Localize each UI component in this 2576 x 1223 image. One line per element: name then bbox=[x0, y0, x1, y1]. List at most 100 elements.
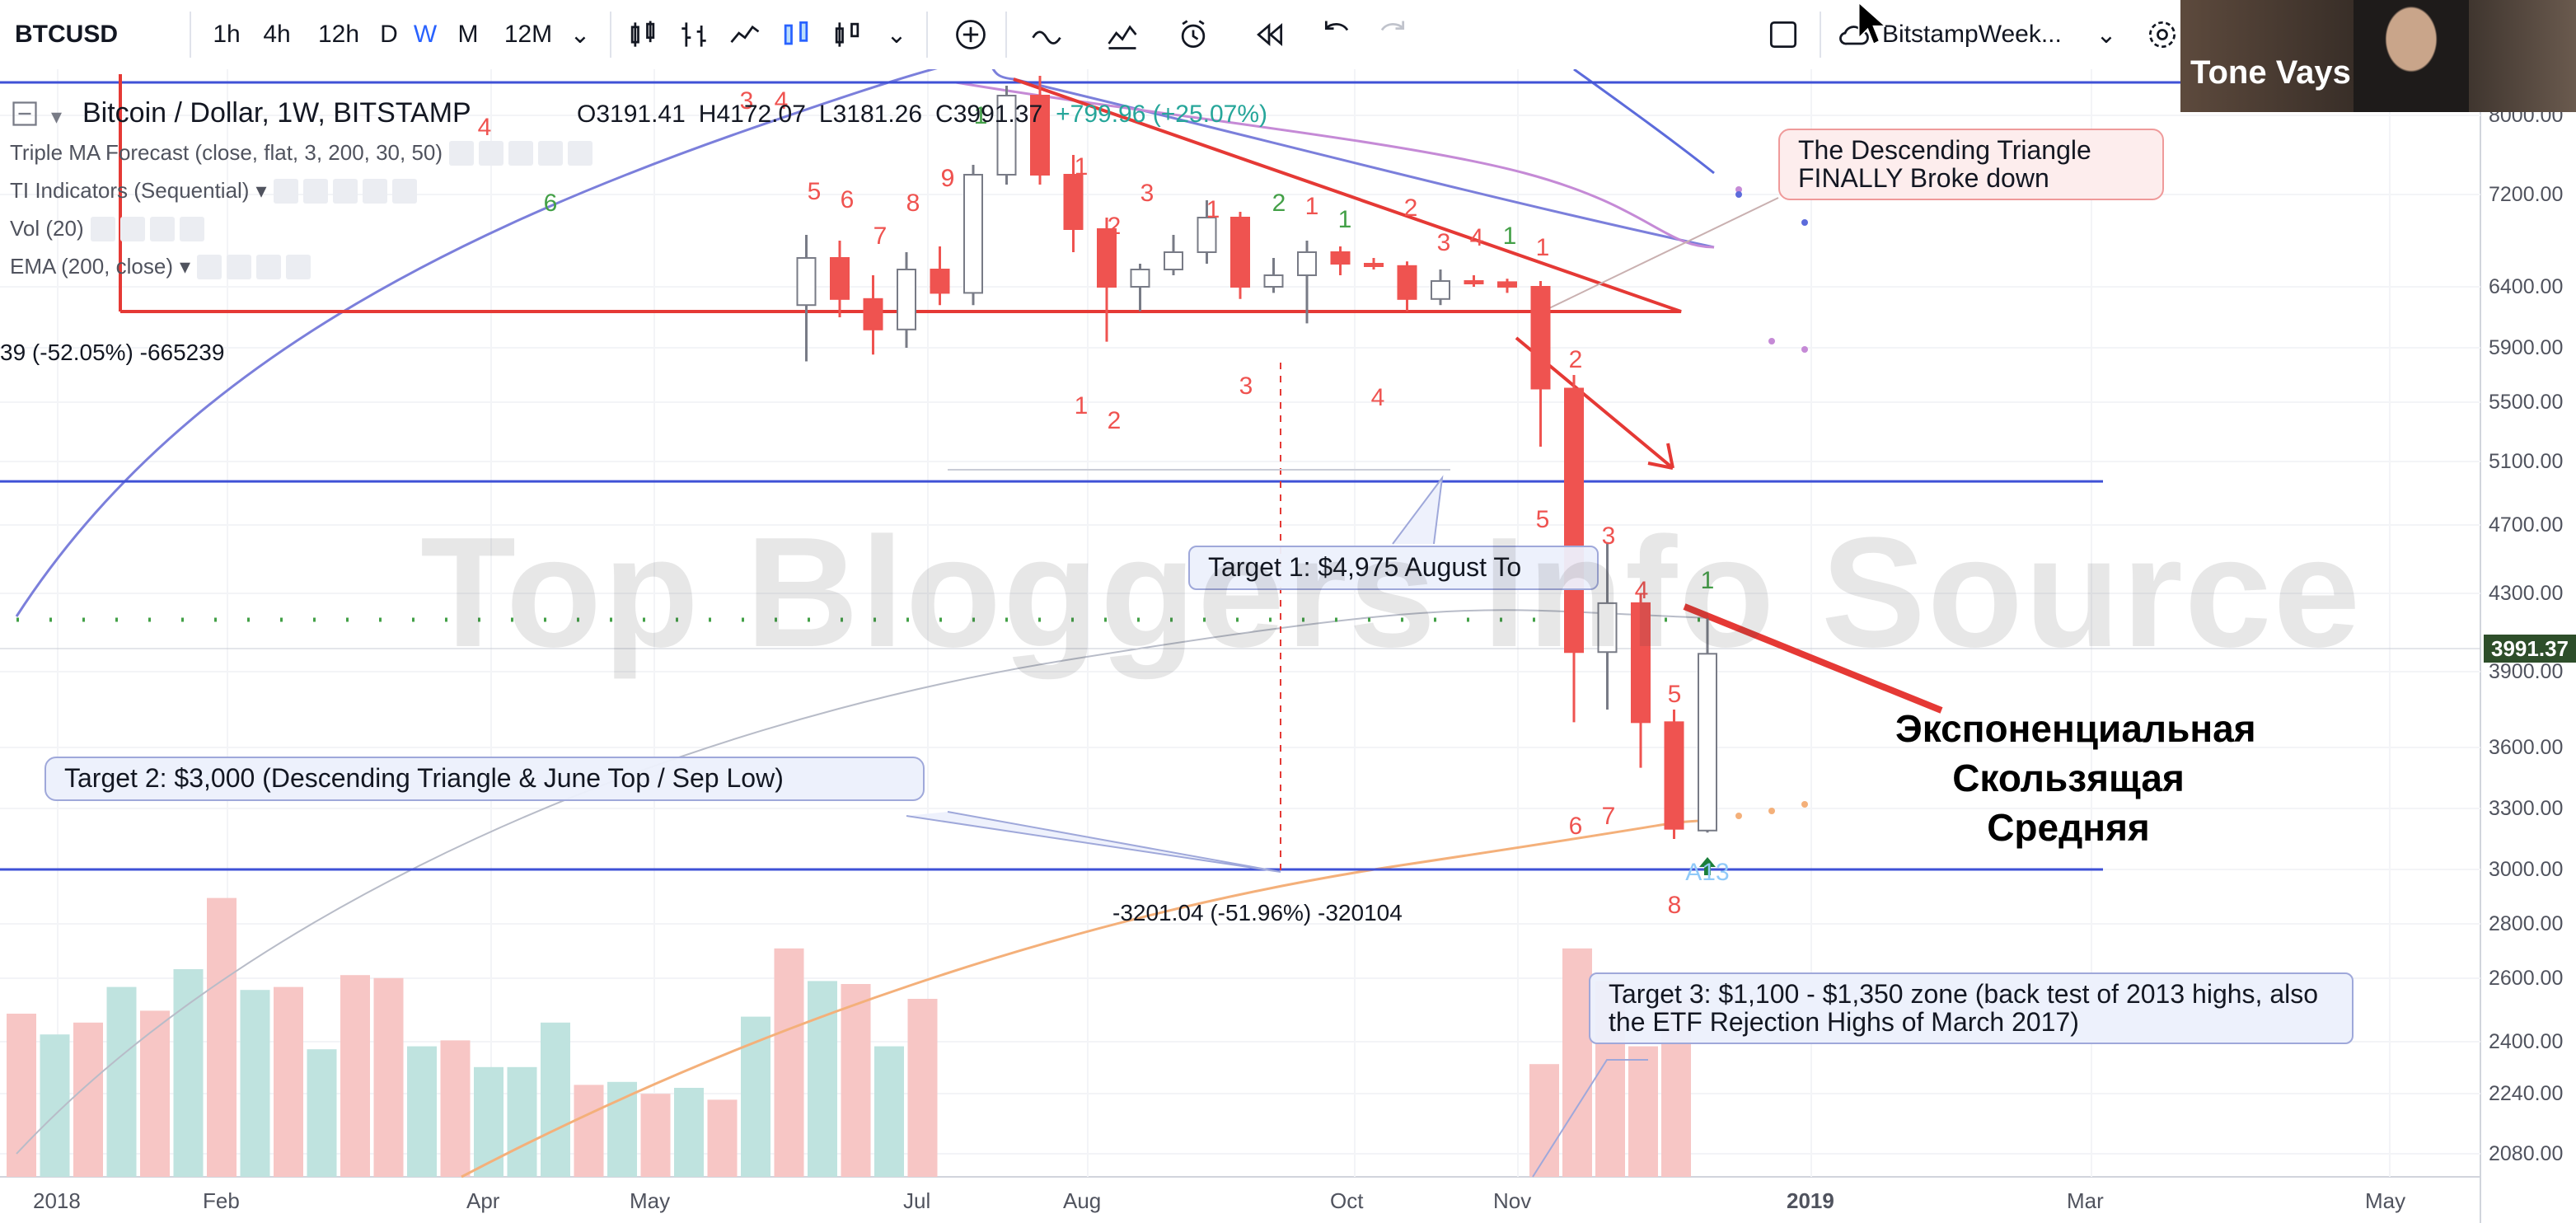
forecast-dot bbox=[1768, 808, 1775, 814]
price-tick-label: 5500.00 bbox=[2489, 391, 2564, 414]
toolbar-separator bbox=[926, 12, 928, 58]
chart-type-dropdown-icon[interactable]: ⌄ bbox=[886, 21, 907, 49]
sequential-up-arrow bbox=[1699, 857, 1716, 875]
candles-icon[interactable] bbox=[620, 12, 666, 58]
replay-icon[interactable] bbox=[1246, 12, 1292, 58]
hollow-candles-icon[interactable] bbox=[824, 12, 870, 58]
price-tick-label: 2800.00 bbox=[2489, 912, 2564, 935]
sequential-count: 5 bbox=[1536, 506, 1550, 533]
interval-1h[interactable]: 1h bbox=[213, 21, 241, 48]
candle bbox=[830, 241, 850, 317]
price-tick-label: 4700.00 bbox=[2489, 513, 2564, 537]
fullscreen-box-icon[interactable] bbox=[1760, 12, 1806, 58]
sequential-count: 4 bbox=[1371, 384, 1385, 411]
gear-icon[interactable] bbox=[227, 254, 252, 279]
gear-icon[interactable] bbox=[2139, 12, 2185, 58]
interval-4h[interactable]: 4h bbox=[263, 21, 291, 48]
sequential-count: 2 bbox=[1108, 407, 1122, 434]
forecast-dot bbox=[1801, 346, 1808, 353]
eye-icon[interactable] bbox=[273, 178, 298, 204]
interval-d[interactable]: D bbox=[380, 21, 398, 48]
sequential-count: 4 bbox=[478, 114, 492, 141]
collapse-legend-icon[interactable] bbox=[10, 99, 40, 129]
candle bbox=[1063, 155, 1084, 252]
interval-m[interactable]: M bbox=[457, 21, 479, 48]
price-tick-label: 2600.00 bbox=[2489, 967, 2564, 990]
source-icon[interactable] bbox=[508, 140, 534, 166]
layout-name[interactable]: BitstampWeek... bbox=[1882, 21, 2062, 48]
candle bbox=[996, 86, 1017, 185]
volume-bar bbox=[607, 1081, 637, 1177]
sequential-count: 3 bbox=[1239, 373, 1253, 400]
gear-icon[interactable] bbox=[119, 216, 145, 241]
more-icon[interactable] bbox=[256, 254, 282, 279]
candle bbox=[1631, 593, 1651, 768]
callout-triangle-breakdown[interactable]: The Descending Triangle FINALLY Broke do… bbox=[1778, 129, 2164, 201]
templates-icon[interactable] bbox=[1099, 12, 1145, 58]
heikin-ashi-icon[interactable] bbox=[773, 12, 819, 58]
close-icon[interactable] bbox=[179, 216, 204, 241]
gear-icon[interactable] bbox=[479, 140, 504, 166]
indicator-row[interactable]: Triple MA Forecast (close, flat, 3, 200,… bbox=[10, 140, 593, 166]
bars-icon[interactable] bbox=[671, 12, 717, 58]
volume-bar bbox=[307, 1049, 337, 1177]
layout-dropdown-icon[interactable]: ⌄ bbox=[2096, 21, 2117, 49]
measure-label-bottom: -3201.04 (-51.96%) -320104 bbox=[1112, 900, 1403, 925]
symbol-search[interactable]: BTCUSD bbox=[15, 21, 118, 48]
candlesticks bbox=[796, 76, 1717, 839]
volume-bar bbox=[207, 897, 237, 1177]
candle-body bbox=[1097, 228, 1117, 288]
interval-12h[interactable]: 12h bbox=[317, 21, 360, 48]
more-icon[interactable] bbox=[538, 140, 564, 166]
sequential-count: 7 bbox=[873, 223, 888, 250]
undo-icon[interactable] bbox=[1315, 12, 1361, 58]
eye-icon[interactable] bbox=[197, 254, 222, 279]
close-icon[interactable] bbox=[391, 178, 417, 204]
interval-dropdown-icon[interactable]: ⌄ bbox=[569, 21, 591, 49]
volume-bar bbox=[1562, 948, 1592, 1177]
time-tick-label: Apr bbox=[466, 1188, 500, 1213]
candle bbox=[1164, 235, 1183, 275]
volume-bar bbox=[507, 1066, 537, 1177]
indicator-row[interactable]: TI Indicators (Sequential) ▾ bbox=[10, 178, 417, 204]
sequential-count: 1 bbox=[1338, 206, 1352, 233]
source-icon[interactable] bbox=[332, 178, 358, 204]
gear-icon[interactable] bbox=[302, 178, 328, 204]
legend-chevron-icon[interactable]: ▾ bbox=[51, 104, 63, 129]
current-price-tag: 3991.37 bbox=[2484, 635, 2576, 663]
volume-bar bbox=[140, 1010, 170, 1177]
alert-clock-icon[interactable] bbox=[1170, 12, 1216, 58]
price-tick-label: 2080.00 bbox=[2489, 1142, 2564, 1165]
cloud-icon[interactable] bbox=[1831, 12, 1877, 58]
sequential-count: 6 bbox=[1569, 813, 1583, 840]
indicator-row[interactable]: Vol (20) bbox=[10, 216, 204, 241]
eye-icon[interactable] bbox=[449, 140, 475, 166]
indicators-plus-icon[interactable] bbox=[948, 12, 994, 58]
close-icon[interactable] bbox=[568, 140, 593, 166]
interval-12m[interactable]: 12M bbox=[503, 21, 553, 48]
callout-target-2[interactable]: Target 2: $3,000 (Descending Triangle & … bbox=[44, 757, 925, 801]
compare-icon[interactable] bbox=[1023, 12, 1070, 58]
overlay-note-line: Экспоненциальная bbox=[1895, 707, 2256, 750]
toolbar-separator bbox=[1820, 12, 1821, 58]
callout-target-1[interactable]: Target 1: $4,975 August To bbox=[1188, 546, 1599, 590]
candle-body bbox=[1597, 602, 1618, 654]
candle-body bbox=[1698, 653, 1717, 832]
more-icon[interactable] bbox=[362, 178, 387, 204]
chevron-down-icon[interactable]: ▾ bbox=[179, 254, 191, 279]
candle bbox=[1431, 269, 1450, 306]
more-icon[interactable] bbox=[149, 216, 175, 241]
indicator-label: EMA (200, close) bbox=[10, 254, 173, 279]
interval-w[interactable]: W bbox=[413, 21, 438, 48]
line-chart-icon[interactable] bbox=[722, 12, 768, 58]
indicator-row[interactable]: EMA (200, close) ▾ bbox=[10, 254, 311, 279]
callout-target-3[interactable]: Target 3: $1,100 - $1,350 zone (back tes… bbox=[1589, 972, 2354, 1045]
close-icon[interactable] bbox=[286, 254, 311, 279]
measure-label-left: 39 (-52.05%) -665239 bbox=[0, 340, 225, 365]
ma-gray bbox=[16, 609, 1715, 1155]
sequential-count: 3 bbox=[1140, 180, 1155, 207]
chevron-down-icon[interactable]: ▾ bbox=[255, 178, 267, 203]
eye-icon[interactable] bbox=[90, 216, 115, 241]
indicator-label: TI Indicators (Sequential) bbox=[10, 178, 250, 203]
candle bbox=[1130, 264, 1150, 312]
